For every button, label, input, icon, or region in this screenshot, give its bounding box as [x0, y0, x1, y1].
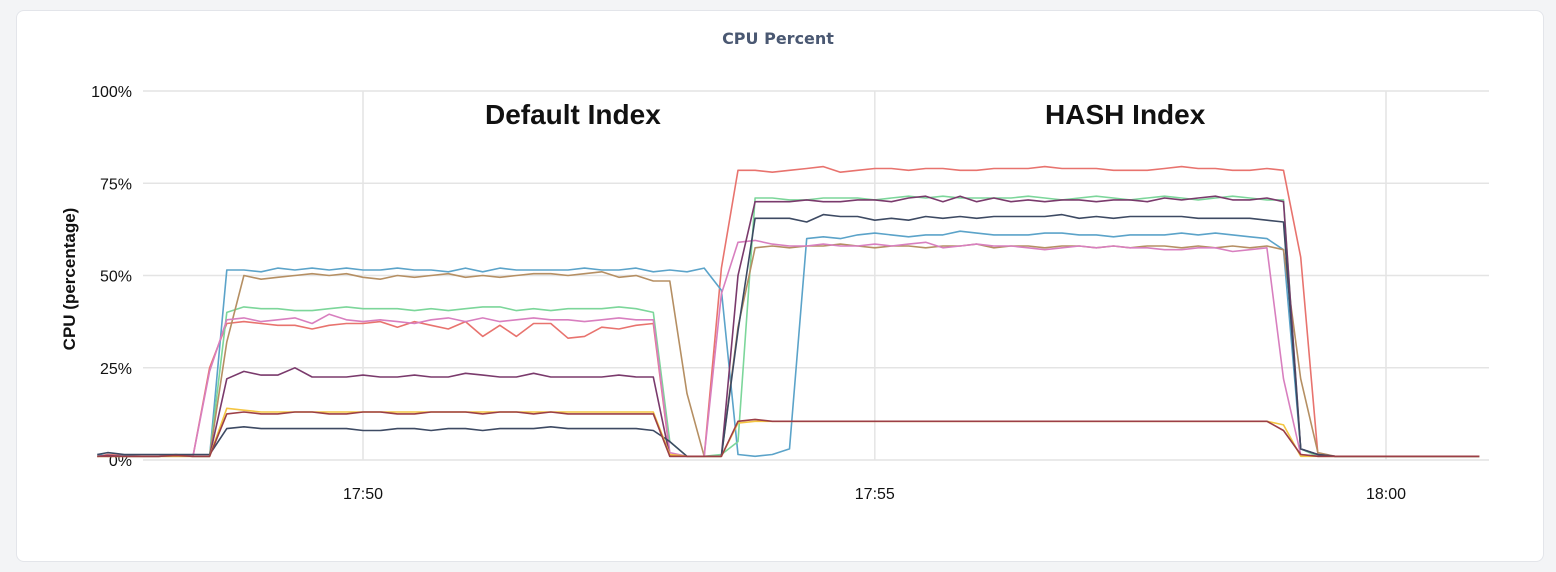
chart-title: CPU Percent: [722, 29, 834, 48]
y-tick-label: 75%: [100, 176, 132, 193]
x-tick-label: 18:00: [1366, 486, 1406, 503]
x-tick-label: 17:55: [855, 486, 895, 503]
series-line: [97, 195, 1480, 458]
series-line: [97, 411, 1480, 458]
series-line: [97, 243, 1480, 458]
grid-lines: [143, 90, 1489, 461]
series-line: [97, 213, 1480, 458]
series-line: [97, 230, 1480, 458]
series-lines: [97, 165, 1480, 458]
annotation-label: Default Index: [485, 99, 661, 130]
series-line: [97, 165, 1480, 458]
y-tick-labels: 0% 25% 50% 75% 100%: [91, 84, 132, 470]
series-line: [97, 195, 1480, 458]
y-tick-label: 100%: [91, 84, 132, 101]
y-tick-label: 0%: [109, 453, 132, 470]
x-tick-labels: 17:50 17:55 18:00: [343, 486, 1406, 503]
x-tick-label: 17:50: [343, 486, 383, 503]
annotations: Default Index HASH Index: [485, 99, 1206, 130]
y-tick-label: 50%: [100, 269, 132, 286]
series-line: [97, 239, 1480, 458]
y-axis-label: CPU (percentage): [60, 208, 79, 351]
annotation-label: HASH Index: [1045, 99, 1206, 130]
y-tick-label: 25%: [100, 361, 132, 378]
